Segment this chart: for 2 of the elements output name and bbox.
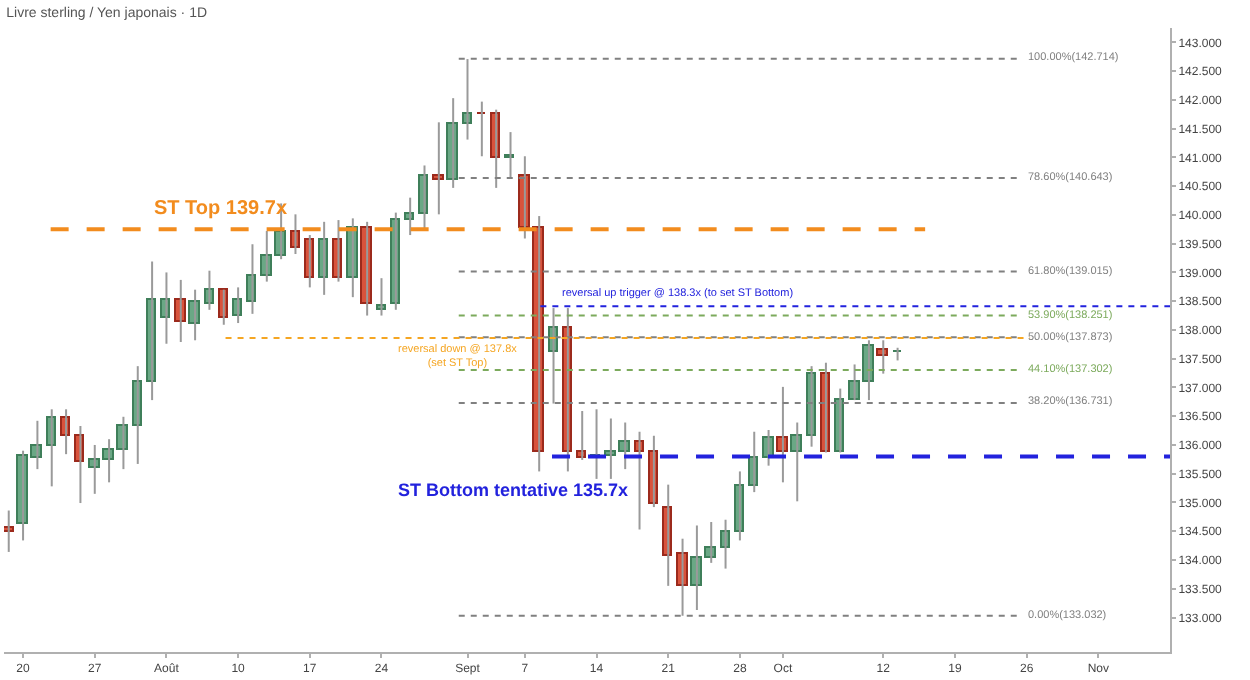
ref-line-label: ST Top 139.7x [154,198,288,220]
ref-line-label: ST Bottom tentative 135.7x [398,480,629,500]
